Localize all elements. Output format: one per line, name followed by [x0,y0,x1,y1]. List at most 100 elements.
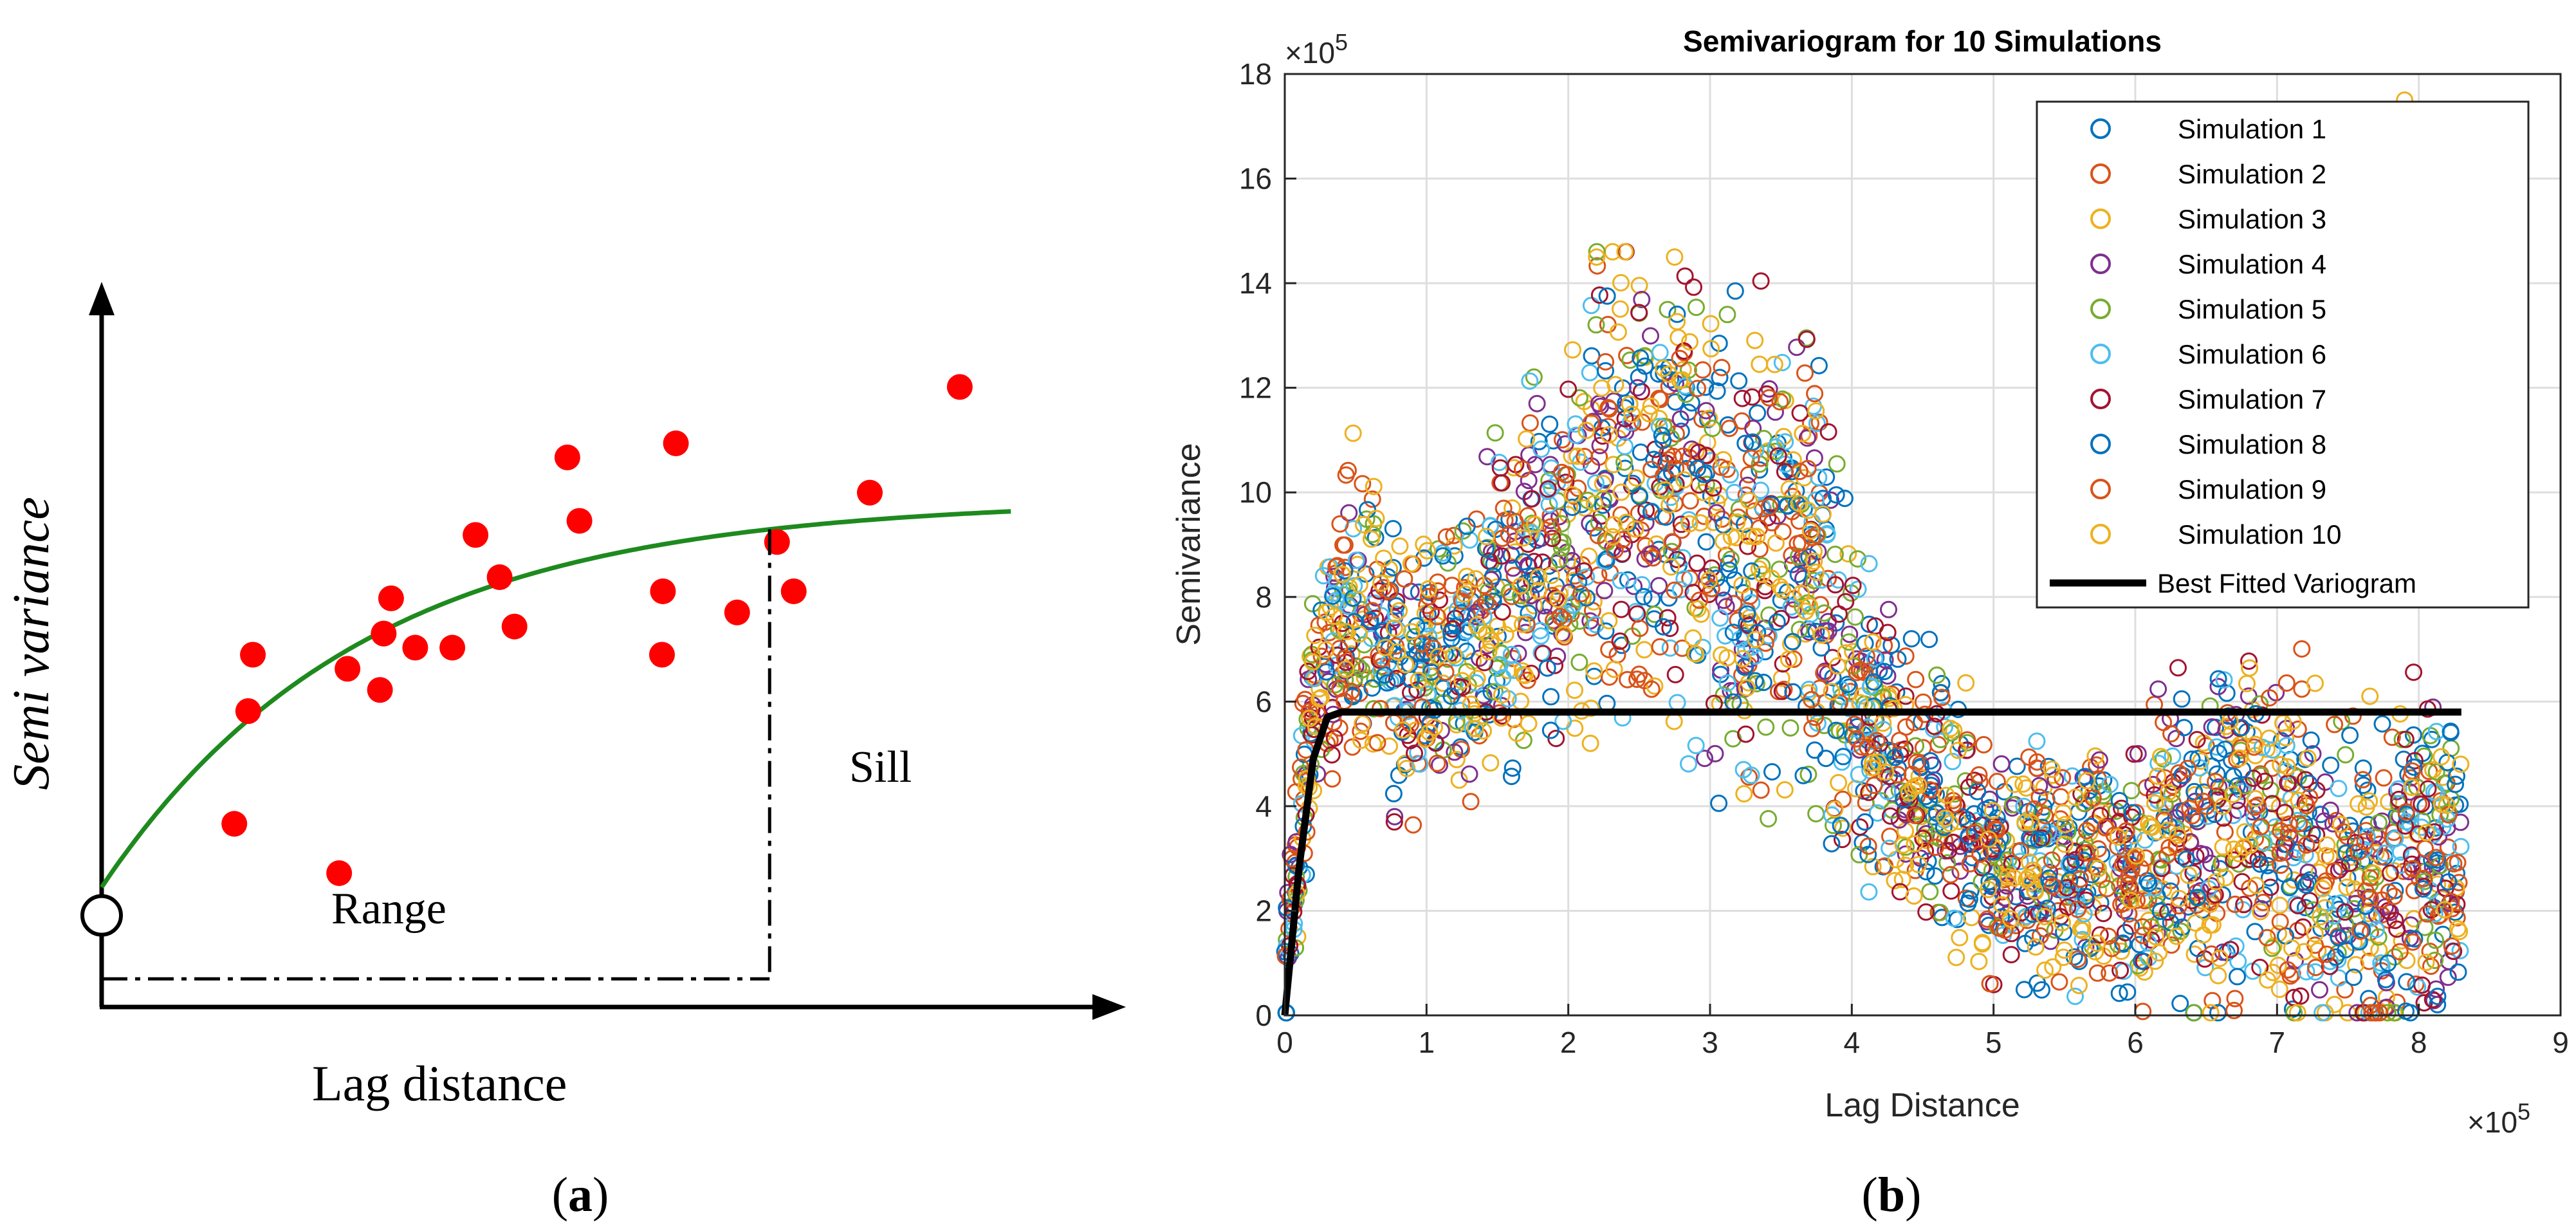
panel-b-point [2427,849,2445,867]
panel-a-x-arrow [1092,994,1126,1020]
panel-b-point [2276,804,2294,822]
panel-b-point [1377,638,1394,656]
panel-b-point [1657,508,1675,526]
panel-b-legend-label: Simulation 10 [2178,519,2341,550]
panel-b-y-tick-label: 10 [1239,476,1272,509]
panel-b-point [2346,834,2364,852]
panel-b-point [1981,790,1998,808]
panel-b-point [2406,752,2424,770]
panel-b-point [1632,349,1650,367]
panel-b-point [1743,562,1761,580]
panel-b-point [1587,316,1605,334]
panel-b-point [2449,920,2467,938]
panel-b-point [2055,923,2073,941]
panel-b-point [1730,372,1748,390]
panel-b-point [1337,660,1355,678]
panel-b-point [1552,515,1570,533]
panel-b-point [1846,608,1864,626]
panel-b-point [1978,910,1996,928]
panel-b-point [1747,631,1765,649]
panel-b-point [2279,961,2297,979]
panel-b-legend-marker [2090,254,2111,274]
panel-b-point [1630,277,1648,295]
panel-b-point [1354,475,1372,493]
panel-b-point [1337,623,1355,641]
panel-a-sill-label: Sill [849,743,912,792]
panel-b-point [2425,905,2443,923]
panel-b-point [2427,723,2445,741]
panel-b-point [1468,670,1486,687]
panel-b-point [2259,856,2277,874]
panel-b-point [1725,595,1743,613]
panel-b-point [1702,580,1720,598]
panel-b-point [1784,683,1802,701]
panel-b-point [2159,784,2177,801]
panel-b-point [1350,576,1368,594]
panel-b-point [1851,818,1869,836]
panel-b-ylabel: Semivariance [1170,443,1208,645]
panel-a-xlabel: Lag distance [312,1055,567,1111]
panel-b-point [2209,670,2227,688]
panel-b-point [2170,889,2188,907]
panel-b-point [2448,767,2465,785]
panel-a-point [856,479,883,506]
panel-b-point [1549,591,1567,609]
panel-b-legend-marker [2090,434,2111,454]
panel-b-point [1462,793,1480,811]
panel-b-point [2317,847,2335,865]
panel-b-xlabel: Lag Distance [1825,1087,2020,1124]
panel-b-point [1737,725,1755,743]
panel-b-point [1865,673,1883,691]
panel-b-point [2324,815,2342,833]
panel-b-point [2299,749,2317,767]
panel-b-point [1587,474,1605,492]
panel-b-point [2054,948,2072,966]
panel-b-point [2389,780,2407,798]
panel-b-point [2315,812,2333,830]
panel-b-point [1961,855,1979,873]
panel-b-point [1740,466,1758,484]
panel-b-point [1841,625,1859,643]
panel-b-point [1718,306,1736,324]
panel-b-point [2054,769,2072,787]
panel-b-point [1645,450,1663,468]
panel-a-point [378,585,404,611]
panel-b-point [2442,723,2460,741]
panel-b-point [1331,679,1349,698]
panel-b-point [2050,973,2068,991]
panel-b-point [2414,880,2432,898]
panel-b-point [2350,795,2368,813]
panel-b-point [1642,327,1659,345]
panel-b-point [1563,486,1581,504]
panel-b-point [2344,707,2362,725]
panel-b-legend-marker [2090,389,2111,409]
panel-b-point [1738,679,1756,697]
panel-a-point [724,599,750,625]
panel-b-point [1736,434,1754,452]
panel-b-point [1461,531,1478,549]
panel-b-point [1336,562,1354,580]
panel-b-y-tick-label: 8 [1255,580,1272,614]
panel-b-point [1800,623,1818,641]
panel-b-point [2149,680,2167,698]
panel-b-point [2361,889,2379,907]
panel-b-point [2208,765,2226,783]
panel-b-point [2110,791,2128,809]
panel-b-point [1551,607,1569,625]
panel-b-point [1544,432,1562,450]
panel-b-legend-marker [2090,479,2111,499]
panel-b-point [1489,656,1507,674]
panel-b-point [1588,243,1606,261]
panel-b-point [2171,995,2189,1012]
panel-b-point [1306,627,1324,644]
panel-b-point [1354,515,1372,533]
panel-b-point [2036,961,2054,979]
panel-b-point [1800,548,1818,566]
panel-b-point [2070,977,2088,994]
panel-b-point [2336,903,2354,921]
panel-b-point [2252,818,2270,836]
panel-b-point [1486,424,1504,442]
panel-b-point [1617,513,1635,531]
panel-b-point [2369,928,2387,946]
panel-b-point [1661,496,1679,514]
